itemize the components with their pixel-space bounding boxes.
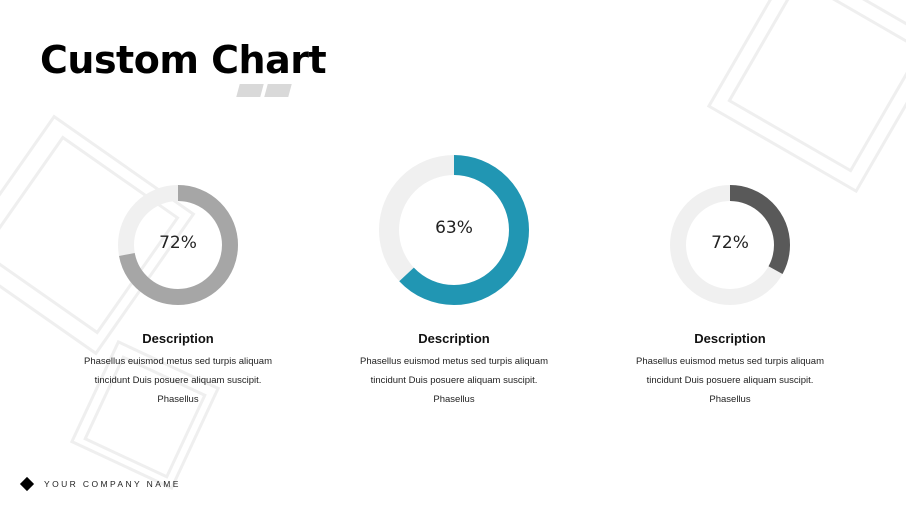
donut-arc [118,185,238,305]
description-line: Phasellus [709,394,751,405]
description-line: Phasellus euismod metus sed turpis aliqu… [636,356,824,367]
donut-arc [670,185,790,305]
description-block: Description Phasellus euismod metus sed … [620,331,840,409]
description-heading: Description [418,331,490,346]
donut-percent-label: 72% [711,233,749,253]
description-line: Phasellus euismod metus sed turpis aliqu… [84,356,272,367]
description-heading: Description [694,331,766,346]
company-name: YOUR COMPANY NAME [44,479,181,489]
donut-percent-label: 63% [435,218,473,238]
donut-arc [379,155,529,305]
description-line: tincidunt Duis posuere aliquam suscipit. [94,375,262,386]
description-block: Description Phasellus euismod metus sed … [344,331,564,409]
description-line: tincidunt Duis posuere aliquam suscipit. [646,375,814,386]
donut-chart-3 [662,177,798,318]
description-line: Phasellus euismod metus sed turpis aliqu… [360,356,548,367]
description-text: Phasellus euismod metus sed turpis aliqu… [620,352,840,409]
donut-chart-1 [110,177,246,318]
diamond-icon [19,476,35,492]
description-line: tincidunt Duis posuere aliquam suscipit. [370,375,538,386]
donut-chart-2 [369,145,539,320]
description-line: Phasellus [157,394,199,405]
description-line: Phasellus [433,394,475,405]
donut-percent-label: 72% [159,233,197,253]
description-text: Phasellus euismod metus sed turpis aliqu… [68,352,288,409]
description-block: Description Phasellus euismod metus sed … [68,331,288,409]
description-text: Phasellus euismod metus sed turpis aliqu… [344,352,564,409]
page-title: Custom Chart [40,38,327,82]
description-heading: Description [142,331,214,346]
footer: YOUR COMPANY NAME [19,476,181,492]
